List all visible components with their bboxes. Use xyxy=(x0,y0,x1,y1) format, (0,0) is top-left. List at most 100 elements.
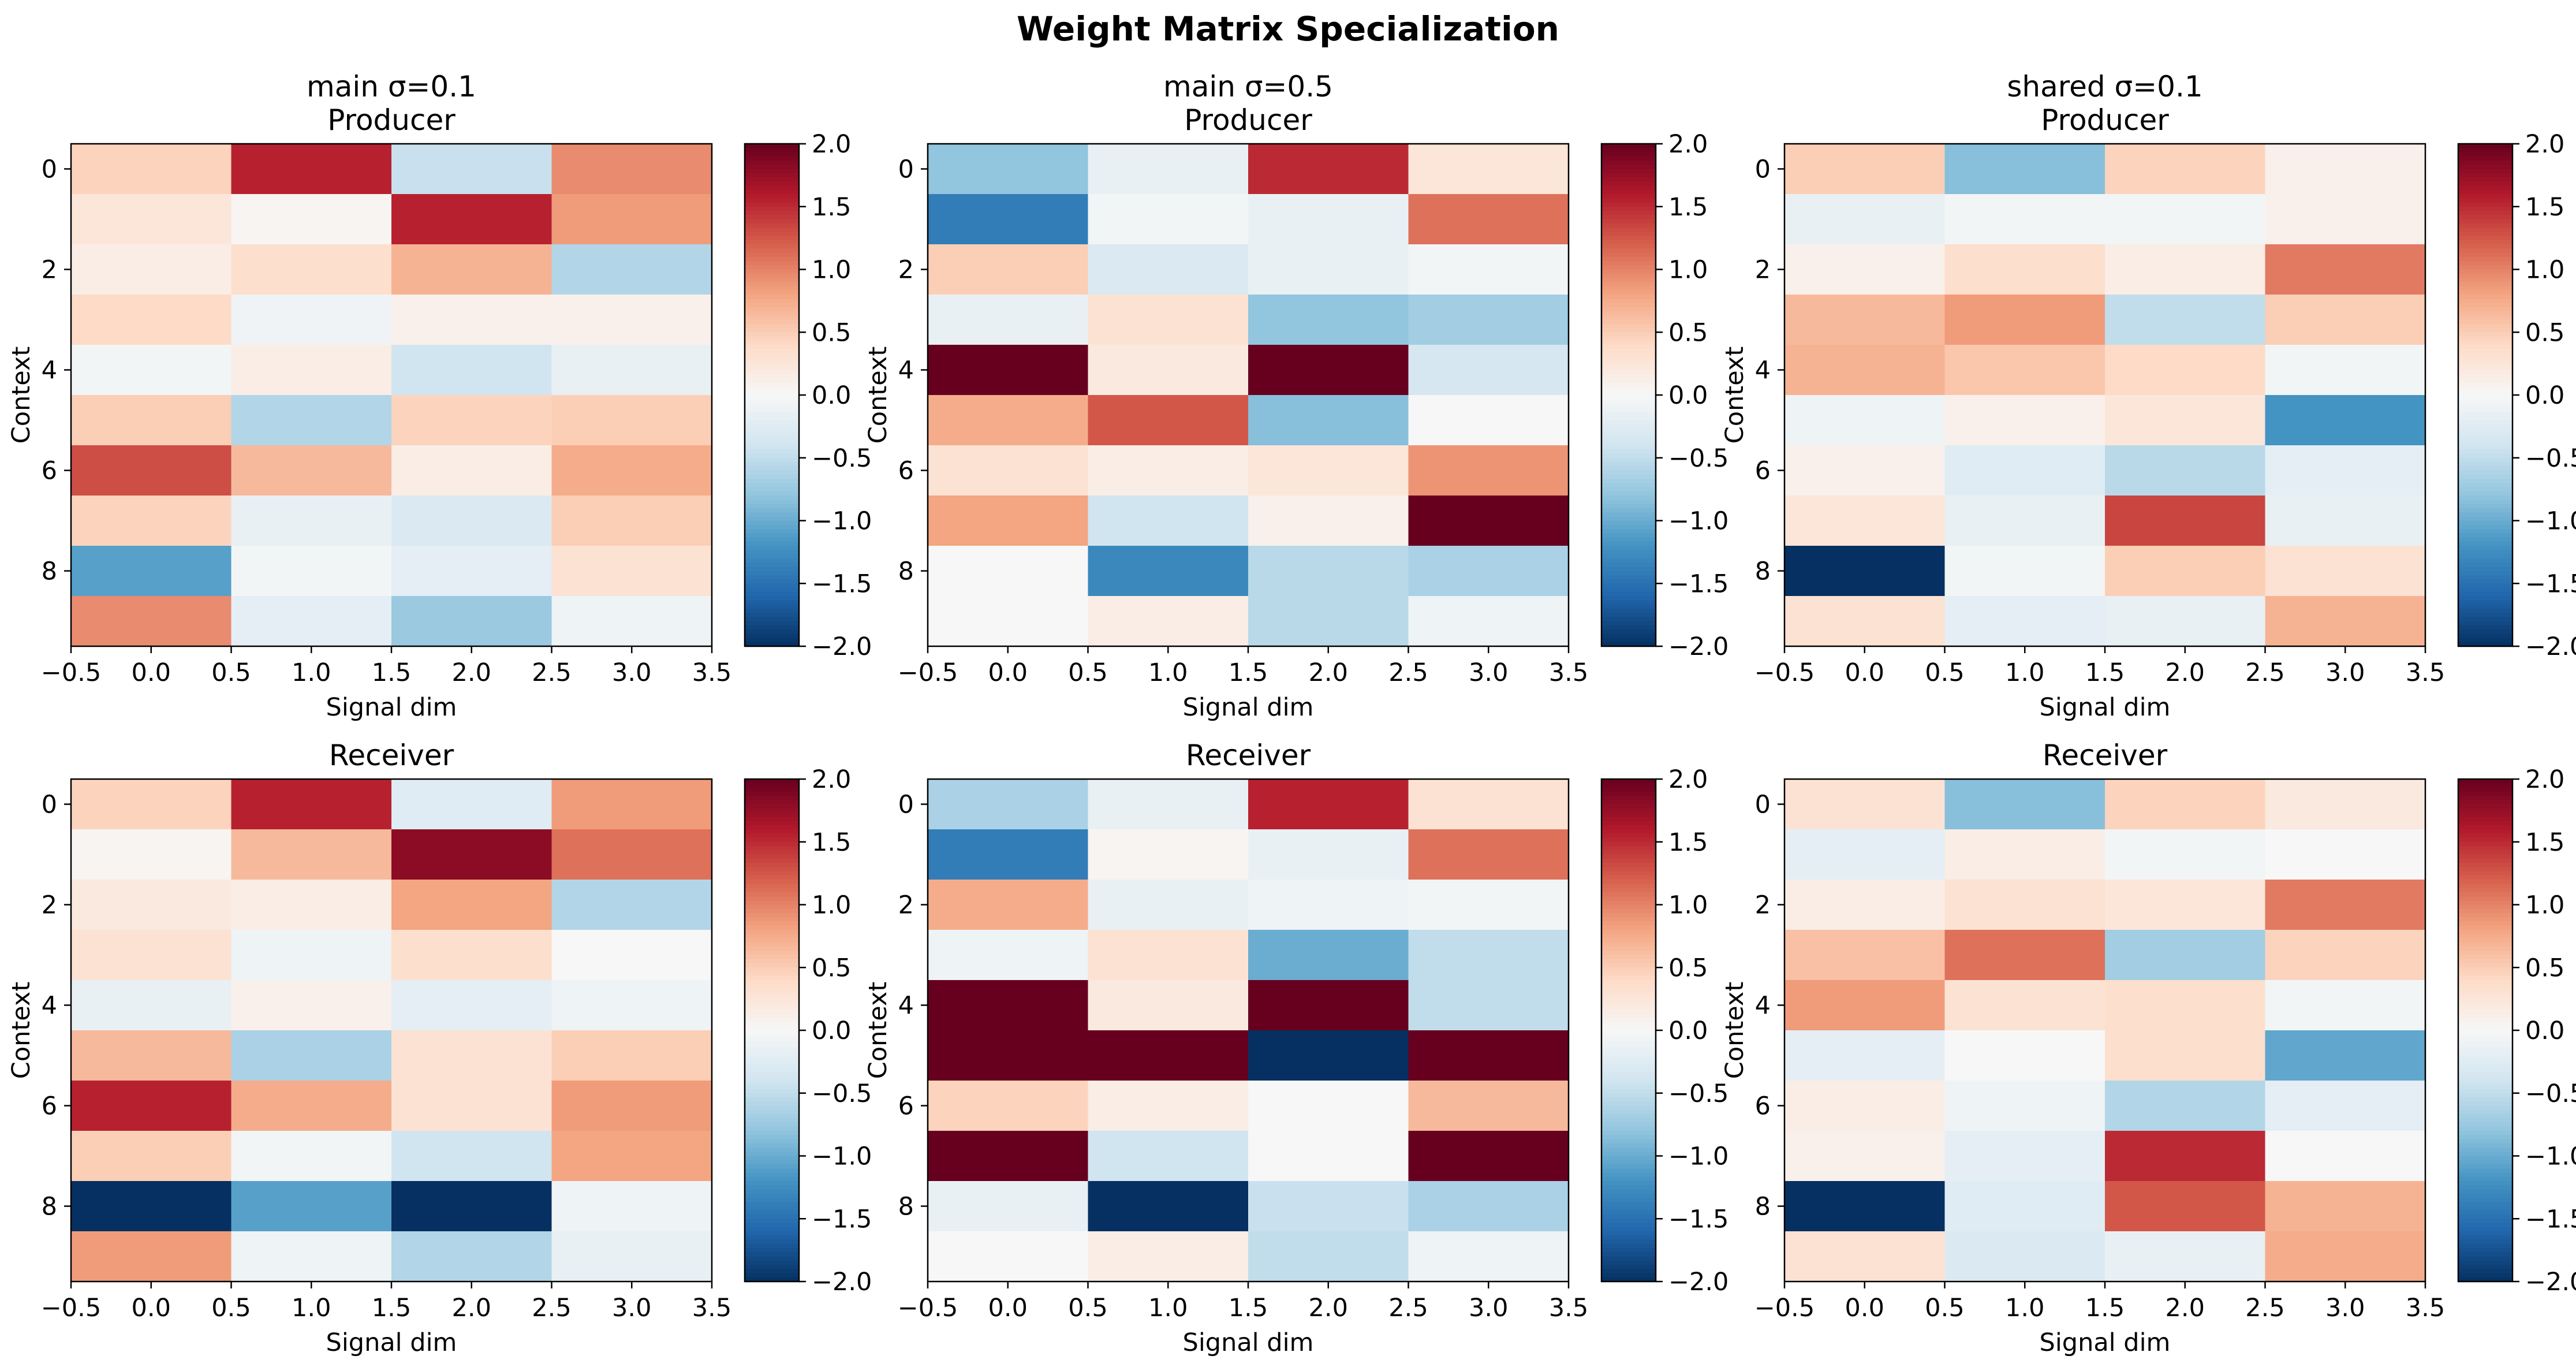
colorbar-segment xyxy=(2458,1076,2512,1081)
colorbar-tick-label: −1.5 xyxy=(2525,569,2576,598)
colorbar-segment xyxy=(745,265,799,270)
colorbar-segment xyxy=(745,303,799,308)
heatmap-cell xyxy=(1944,1131,2105,1182)
colorbar-segment xyxy=(745,1018,799,1023)
colorbar-segment xyxy=(1601,169,1656,174)
colorbar-segment xyxy=(1601,975,1656,981)
colorbar-segment xyxy=(1601,600,1656,605)
colorbar: 2.0 1.5 1.0 0.5 0.0 −0.5 −1.0 −1.5 −2.0 xyxy=(2457,130,2576,661)
colorbar-tick-label: −2.0 xyxy=(2525,632,2576,661)
colorbar-segment xyxy=(745,904,799,910)
x-tick-label: 3.0 xyxy=(612,1294,651,1323)
colorbar-segment xyxy=(2458,228,2512,233)
heatmap-cell xyxy=(1248,144,1409,195)
colorbar-segment xyxy=(1601,470,1656,475)
colorbar-segment xyxy=(2458,185,2512,191)
colorbar-segment xyxy=(1601,854,1656,859)
heatmap-cell xyxy=(551,1181,712,1232)
colorbar-segment xyxy=(1601,429,1656,434)
colorbar-segment xyxy=(1601,1072,1656,1077)
colorbar-segment xyxy=(745,500,799,505)
colorbar-segment xyxy=(745,236,799,241)
colorbar-segment xyxy=(2458,587,2512,593)
colorbar-segment xyxy=(2458,1009,2512,1014)
colorbar-segment xyxy=(1601,173,1656,178)
colorbar-segment xyxy=(2458,921,2512,926)
colorbar-tick-label: 0.5 xyxy=(812,318,851,347)
colorbar-segment xyxy=(1601,955,1656,960)
heatmap-cell xyxy=(1088,1081,1249,1131)
colorbar-segment xyxy=(745,913,799,918)
colorbar-segment xyxy=(745,215,799,220)
colorbar-segment xyxy=(1601,1176,1656,1182)
colorbar-segment xyxy=(745,1089,799,1094)
colorbar-segment xyxy=(745,591,799,597)
colorbar-segment xyxy=(745,144,799,149)
x-axis-label: Signal dim xyxy=(326,693,457,722)
colorbar-segment xyxy=(745,604,799,609)
heatmap-cell xyxy=(1088,496,1249,546)
heatmap-cell xyxy=(2265,596,2426,647)
colorbar-segment xyxy=(745,1001,799,1006)
colorbar-segment xyxy=(745,600,799,605)
colorbar-tick-label: −1.0 xyxy=(812,507,872,536)
x-tick-label: 2.0 xyxy=(2166,658,2205,687)
heatmap-cell xyxy=(1944,980,2105,1031)
colorbar-segment xyxy=(1601,282,1656,287)
colorbar-segment xyxy=(1601,880,1656,885)
colorbar-segment xyxy=(2458,571,2512,576)
heatmap-cell xyxy=(1408,546,1569,597)
heatmap-cell xyxy=(1088,880,1249,930)
heatmap-cell xyxy=(1408,144,1569,195)
colorbar-segment xyxy=(745,533,799,538)
colorbar-segment xyxy=(1601,630,1656,635)
colorbar-segment xyxy=(1601,252,1656,258)
heatmap-cell xyxy=(1784,1030,1946,1081)
heatmap-cell xyxy=(1408,1231,1569,1282)
colorbar-segment xyxy=(2458,988,2512,993)
colorbar-tick-label: 0.5 xyxy=(1668,953,1708,982)
colorbar-tick-label: −2.0 xyxy=(1668,632,1728,661)
y-tick-label: 4 xyxy=(42,992,57,1020)
colorbar-segment xyxy=(745,278,799,283)
heatmap-cell xyxy=(1784,1081,1946,1131)
colorbar-segment xyxy=(2458,399,2512,404)
heatmap-cell xyxy=(928,829,1089,880)
colorbar-segment xyxy=(745,554,799,559)
colorbar-segment xyxy=(1601,638,1656,643)
colorbar-segment xyxy=(1601,817,1656,822)
colorbar-segment xyxy=(1601,583,1656,588)
colorbar-segment xyxy=(1601,558,1656,563)
heatmap-cell xyxy=(2105,1181,2266,1232)
colorbar-segment xyxy=(745,1235,799,1241)
colorbar-segment xyxy=(1601,533,1656,538)
colorbar-segment xyxy=(745,181,799,187)
colorbar-segment xyxy=(2458,938,2512,943)
colorbar-segment xyxy=(2458,917,2512,922)
colorbar-segment xyxy=(1601,453,1656,459)
y-axis-label: Context xyxy=(1720,982,1749,1079)
colorbar-segment xyxy=(1601,223,1656,228)
heatmap-cell xyxy=(2105,395,2266,446)
x-tick-label: 0.5 xyxy=(211,658,251,687)
colorbar-segment xyxy=(2458,319,2512,325)
colorbar-segment xyxy=(1601,1269,1656,1274)
colorbar-segment xyxy=(1601,445,1656,450)
colorbar-segment xyxy=(745,837,799,843)
colorbar-segment xyxy=(2458,1202,2512,1207)
colorbar-segment xyxy=(2458,307,2512,312)
colorbar-segment xyxy=(1601,457,1656,463)
colorbar-segment xyxy=(1601,349,1656,354)
colorbar-segment xyxy=(2458,215,2512,220)
colorbar-segment xyxy=(2458,453,2512,459)
colorbar-segment xyxy=(745,412,799,417)
colorbar-segment xyxy=(745,1139,799,1144)
colorbar-segment xyxy=(1601,437,1656,442)
colorbar-segment xyxy=(2458,265,2512,270)
colorbar-segment xyxy=(2458,244,2512,249)
y-tick-label: 4 xyxy=(898,992,914,1020)
colorbar-segment xyxy=(745,1076,799,1081)
x-tick-label: 3.0 xyxy=(2325,1294,2365,1323)
colorbar-segment xyxy=(745,846,799,851)
colorbar-segment xyxy=(1601,1059,1656,1064)
